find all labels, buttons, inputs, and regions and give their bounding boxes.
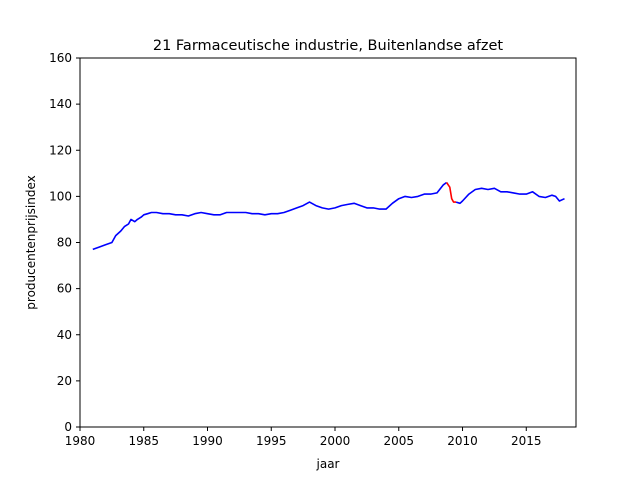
axes-frame bbox=[79, 57, 577, 428]
y-tick-label: 120 bbox=[49, 143, 72, 157]
x-tick-label: 1980 bbox=[65, 434, 96, 448]
plot-lines bbox=[92, 181, 565, 251]
x-tick-label: 1985 bbox=[128, 434, 159, 448]
y-axis-label: producentenprijsindex bbox=[24, 175, 38, 309]
y-tick-label: 80 bbox=[57, 236, 72, 250]
series-line-0 bbox=[92, 181, 448, 251]
x-tick-label: 2005 bbox=[383, 434, 414, 448]
y-tick-label: 100 bbox=[49, 189, 72, 203]
x-tick-label: 2015 bbox=[511, 434, 542, 448]
series-line-1 bbox=[445, 182, 457, 203]
chart-title: 21 Farmaceutische industrie, Buitenlands… bbox=[153, 38, 504, 54]
x-tick-label: 2010 bbox=[447, 434, 478, 448]
x-tick-label: 1990 bbox=[192, 434, 223, 448]
x-axis-ticks: 1980 1985 1990 1995 2000 2005 2010 2015 bbox=[65, 427, 542, 448]
y-tick-label: 20 bbox=[57, 374, 72, 388]
y-tick-label: 40 bbox=[57, 328, 72, 342]
x-tick-label: 1995 bbox=[256, 434, 287, 448]
x-axis-label: jaar bbox=[316, 457, 340, 471]
y-tick-label: 0 bbox=[64, 420, 72, 434]
y-tick-label: 60 bbox=[57, 282, 72, 296]
x-tick-label: 2000 bbox=[320, 434, 351, 448]
y-axis-ticks: 0 20 40 60 80 100 120 140 160 bbox=[49, 51, 80, 434]
y-tick-label: 160 bbox=[49, 51, 72, 65]
series-line-2 bbox=[455, 187, 565, 205]
y-tick-label: 140 bbox=[49, 97, 72, 111]
